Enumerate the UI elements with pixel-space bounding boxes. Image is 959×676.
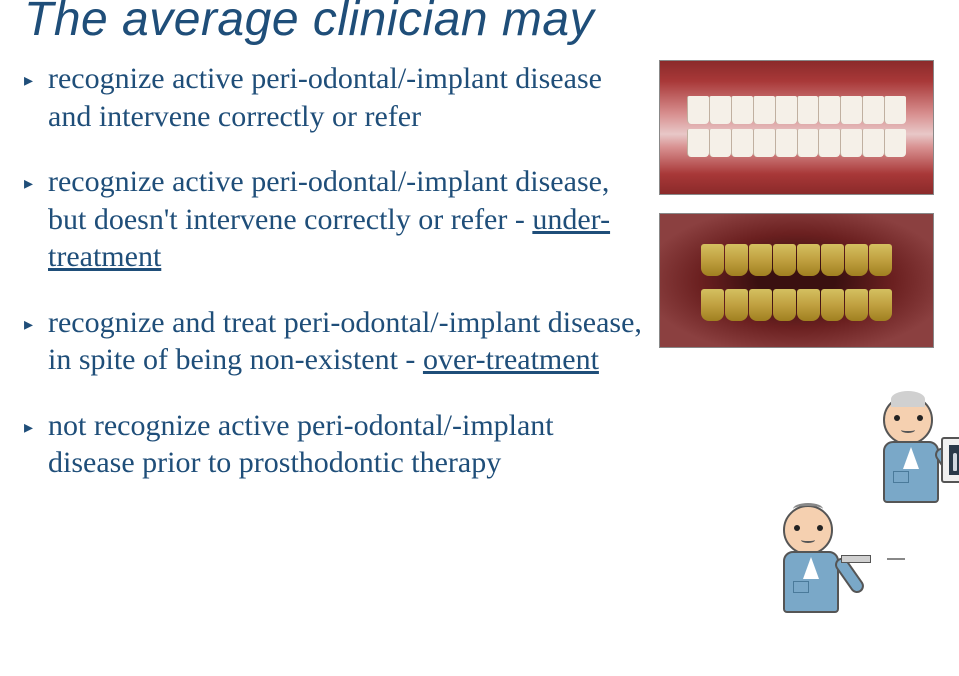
dentist-syringe-icon: [783, 505, 839, 613]
cartoon-illustrations: [689, 395, 939, 655]
dentist-xray-icon: [883, 395, 939, 503]
syringe-icon: [841, 553, 891, 565]
bullet-text: recognize and treat peri-odontal/-implan…: [48, 304, 644, 379]
bullet-text: recognize active peri-odontal/-implant d…: [48, 163, 644, 276]
bullet-item: ▸ recognize active peri-odontal/-implant…: [24, 60, 644, 135]
bullet-marker-icon: ▸: [24, 407, 48, 438]
bullet-marker-icon: ▸: [24, 304, 48, 335]
bullet-text: recognize active peri-odontal/-implant d…: [48, 60, 644, 135]
bullet-marker-icon: ▸: [24, 163, 48, 194]
bullet-item: ▸ recognize and treat peri-odontal/-impl…: [24, 304, 644, 379]
bullet-marker-icon: ▸: [24, 60, 48, 91]
healthy-teeth-photo: [659, 60, 934, 195]
xray-icon: [941, 437, 959, 483]
bullet-list: ▸ recognize active peri-odontal/-implant…: [24, 60, 644, 510]
bullet-text: not recognize active peri-odontal/-impla…: [48, 407, 644, 482]
slide-title: The average clinician may: [24, 0, 594, 47]
bullet-item: ▸ not recognize active peri-odontal/-imp…: [24, 407, 644, 482]
right-image-column: [659, 60, 939, 366]
calculus-teeth-photo: [659, 213, 934, 348]
bullet-item: ▸ recognize active peri-odontal/-implant…: [24, 163, 644, 276]
